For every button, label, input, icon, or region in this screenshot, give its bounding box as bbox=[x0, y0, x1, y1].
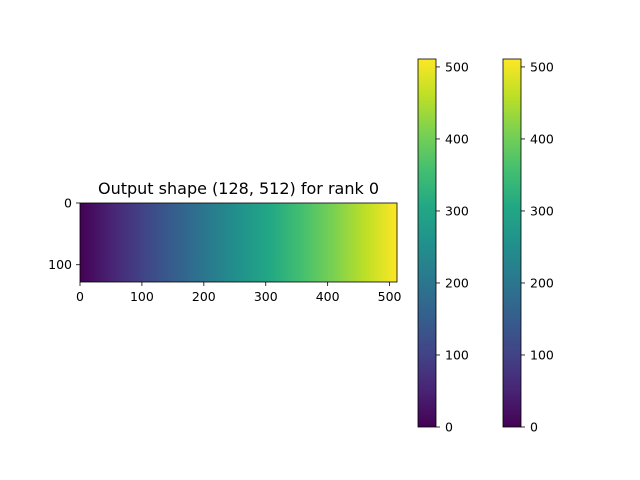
heatmap-cells bbox=[80, 203, 397, 282]
chart-title: Output shape (128, 512) for rank 0 bbox=[98, 179, 379, 198]
colorbar-gradient bbox=[418, 59, 436, 427]
y-tick-label: 100 bbox=[48, 257, 72, 272]
colorbar-tick-label: 300 bbox=[445, 203, 469, 218]
colorbar-tick-label: 400 bbox=[445, 131, 469, 146]
y-axis: 0 100 bbox=[48, 196, 80, 272]
colorbar-frame bbox=[417, 58, 437, 428]
colorbar-tick-label: 0 bbox=[445, 420, 453, 435]
x-tick-label: 300 bbox=[254, 289, 278, 304]
colorbar-1: 0 100 200 300 400 500 bbox=[417, 58, 469, 435]
colorbar-tick-label: 500 bbox=[530, 59, 554, 74]
colorbar-tick-label: 200 bbox=[530, 275, 554, 290]
colorbar-gradient bbox=[503, 59, 521, 427]
colorbar-tick-label: 100 bbox=[445, 347, 469, 362]
x-tick-label: 100 bbox=[130, 289, 154, 304]
x-tick-label: 400 bbox=[316, 289, 340, 304]
colorbar-tick-label: 400 bbox=[530, 131, 554, 146]
heatmap-image bbox=[79, 202, 398, 283]
colorbar-tick-label: 500 bbox=[445, 59, 469, 74]
colorbar-tick-label: 200 bbox=[445, 275, 469, 290]
x-tick-label: 0 bbox=[76, 289, 84, 304]
x-tick-label: 200 bbox=[192, 289, 216, 304]
colorbar-2: 0 100 200 300 400 500 bbox=[502, 58, 554, 435]
colorbar-frame bbox=[502, 58, 522, 428]
x-tick-label: 500 bbox=[378, 289, 402, 304]
x-axis: 0 100 200 300 400 500 bbox=[76, 282, 402, 304]
colorbar-tick-label: 0 bbox=[530, 420, 538, 435]
colorbar-tick-label: 100 bbox=[530, 347, 554, 362]
heatmap-frame bbox=[79, 202, 398, 283]
y-tick-label: 0 bbox=[64, 196, 72, 211]
colorbar-tick-label: 300 bbox=[530, 203, 554, 218]
